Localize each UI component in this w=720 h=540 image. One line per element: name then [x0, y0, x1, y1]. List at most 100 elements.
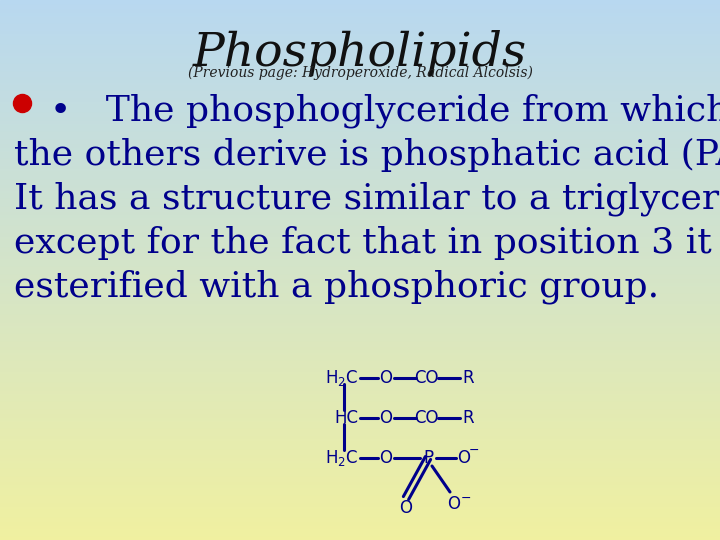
- Bar: [0, 14, 720, 16]
- Bar: [0, 340, 720, 343]
- Bar: [0, 432, 720, 435]
- Bar: [0, 281, 720, 284]
- Text: O: O: [379, 369, 392, 387]
- Bar: [0, 113, 720, 116]
- Bar: [0, 262, 720, 265]
- Bar: [0, 354, 720, 356]
- Text: Phospholipids: Phospholipids: [193, 30, 527, 76]
- Bar: [0, 108, 720, 111]
- Bar: [0, 43, 720, 46]
- Text: O: O: [400, 499, 413, 517]
- Bar: [0, 46, 720, 49]
- Bar: [0, 62, 720, 65]
- Bar: [0, 197, 720, 200]
- Bar: [0, 489, 720, 491]
- Bar: [0, 146, 720, 148]
- Bar: [0, 486, 720, 489]
- Text: HC: HC: [334, 409, 358, 427]
- Bar: [0, 389, 720, 392]
- Bar: [0, 335, 720, 338]
- Bar: [0, 57, 720, 59]
- Bar: [0, 159, 720, 162]
- Bar: [0, 70, 720, 73]
- Bar: [0, 313, 720, 316]
- Bar: [0, 386, 720, 389]
- Bar: [0, 454, 720, 456]
- Bar: [0, 270, 720, 273]
- Bar: [0, 516, 720, 518]
- Bar: [0, 49, 720, 51]
- Bar: [0, 213, 720, 216]
- Bar: [0, 429, 720, 432]
- Bar: [0, 470, 720, 472]
- Bar: [0, 464, 720, 467]
- Bar: [0, 348, 720, 351]
- Bar: [0, 367, 720, 370]
- Bar: [0, 243, 720, 246]
- Bar: [0, 265, 720, 267]
- Bar: [0, 443, 720, 445]
- Bar: [0, 16, 720, 19]
- Bar: [0, 373, 720, 375]
- Bar: [0, 529, 720, 532]
- Bar: [0, 472, 720, 475]
- Bar: [0, 440, 720, 443]
- Text: P: P: [423, 449, 433, 467]
- Bar: [0, 402, 720, 405]
- Bar: [0, 140, 720, 143]
- Bar: [0, 59, 720, 62]
- Bar: [0, 0, 720, 3]
- Bar: [0, 240, 720, 243]
- Bar: [0, 181, 720, 184]
- Bar: [0, 256, 720, 259]
- Bar: [0, 24, 720, 27]
- Bar: [0, 475, 720, 478]
- Bar: [0, 8, 720, 11]
- Bar: [0, 78, 720, 81]
- Bar: [0, 246, 720, 248]
- Bar: [0, 54, 720, 57]
- Bar: [0, 397, 720, 400]
- Text: except for the fact that in position 3 it is: except for the fact that in position 3 i…: [14, 226, 720, 260]
- Bar: [0, 111, 720, 113]
- Bar: [0, 273, 720, 275]
- Bar: [0, 170, 720, 173]
- Bar: [0, 481, 720, 483]
- Bar: [0, 19, 720, 22]
- Text: CO: CO: [414, 369, 438, 387]
- Bar: [0, 3, 720, 5]
- Bar: [0, 94, 720, 97]
- Bar: [0, 289, 720, 292]
- Bar: [0, 392, 720, 394]
- Bar: [0, 437, 720, 440]
- Bar: [0, 38, 720, 40]
- Text: O: O: [379, 409, 392, 427]
- Bar: [0, 286, 720, 289]
- Bar: [0, 316, 720, 319]
- Bar: [0, 362, 720, 364]
- Bar: [0, 194, 720, 197]
- Bar: [0, 332, 720, 335]
- Bar: [0, 524, 720, 526]
- Bar: [0, 143, 720, 146]
- Bar: [0, 22, 720, 24]
- Bar: [0, 130, 720, 132]
- Bar: [0, 500, 720, 502]
- Text: It has a structure similar to a triglyceride: It has a structure similar to a triglyce…: [14, 182, 720, 217]
- Bar: [0, 5, 720, 8]
- Bar: [0, 400, 720, 402]
- Bar: [0, 100, 720, 103]
- Bar: [0, 448, 720, 451]
- Bar: [0, 251, 720, 254]
- Bar: [0, 305, 720, 308]
- Bar: [0, 89, 720, 92]
- Bar: [0, 346, 720, 348]
- Bar: [0, 135, 720, 138]
- Bar: [0, 267, 720, 270]
- Bar: [0, 65, 720, 68]
- Bar: [0, 124, 720, 127]
- Bar: [0, 184, 720, 186]
- Bar: [0, 459, 720, 462]
- Bar: [0, 127, 720, 130]
- Bar: [0, 30, 720, 32]
